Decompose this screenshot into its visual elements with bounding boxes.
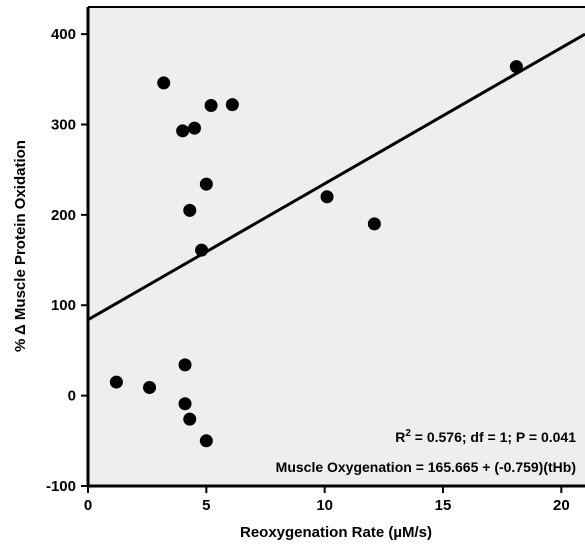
- data-point: [509, 60, 523, 74]
- data-point: [199, 177, 213, 191]
- y-tick-label: 400: [51, 26, 76, 43]
- y-axis-label: % Δ Muscle Protein Oxidation: [12, 140, 29, 352]
- data-point: [178, 358, 192, 372]
- data-point: [225, 98, 239, 112]
- y-tick-label: 100: [51, 297, 76, 314]
- r-squared-symbol: R: [395, 429, 405, 445]
- data-points-layer: [109, 60, 523, 448]
- data-point: [183, 412, 197, 426]
- equation-annotation: Muscle Oxygenation = 165.665 + (-0.759)(…: [276, 459, 576, 475]
- y-tick-label: 200: [51, 207, 76, 224]
- data-point: [157, 76, 171, 90]
- data-point: [204, 99, 218, 113]
- y-ticks-layer: -100 0 100 200 300 400: [46, 26, 88, 495]
- data-point: [320, 190, 334, 204]
- data-point: [178, 397, 192, 411]
- data-point: [143, 380, 157, 394]
- data-point: [195, 243, 209, 257]
- data-point: [188, 121, 201, 135]
- data-point: [199, 434, 213, 448]
- data-point: [176, 124, 190, 138]
- trend-line: [87, 32, 585, 322]
- data-point: [109, 375, 123, 389]
- data-point: [183, 203, 197, 217]
- trendline-layer: [87, 32, 585, 322]
- x-ticks-layer: 0 5 10 15 20: [84, 486, 570, 514]
- x-tick-label: 0: [84, 497, 92, 514]
- plot-background: [88, 7, 585, 486]
- x-axis-label: Reoxygenation Rate (µM/s): [240, 524, 432, 541]
- y-tick-label: 0: [68, 388, 76, 405]
- stats-values: = 0.576; df = 1; P = 0.041: [411, 429, 576, 445]
- x-tick-label: 15: [435, 497, 452, 514]
- data-point: [367, 217, 381, 231]
- r-squared-superscript: 2: [405, 428, 411, 439]
- x-tick-label: 10: [316, 497, 333, 514]
- y-tick-label: 300: [51, 116, 76, 133]
- x-tick-label: 20: [553, 497, 570, 514]
- stats-annotation: R2 = 0.576; df = 1; P = 0.041: [395, 428, 576, 445]
- x-tick-label: 5: [202, 497, 210, 514]
- y-tick-label: -100: [46, 478, 76, 495]
